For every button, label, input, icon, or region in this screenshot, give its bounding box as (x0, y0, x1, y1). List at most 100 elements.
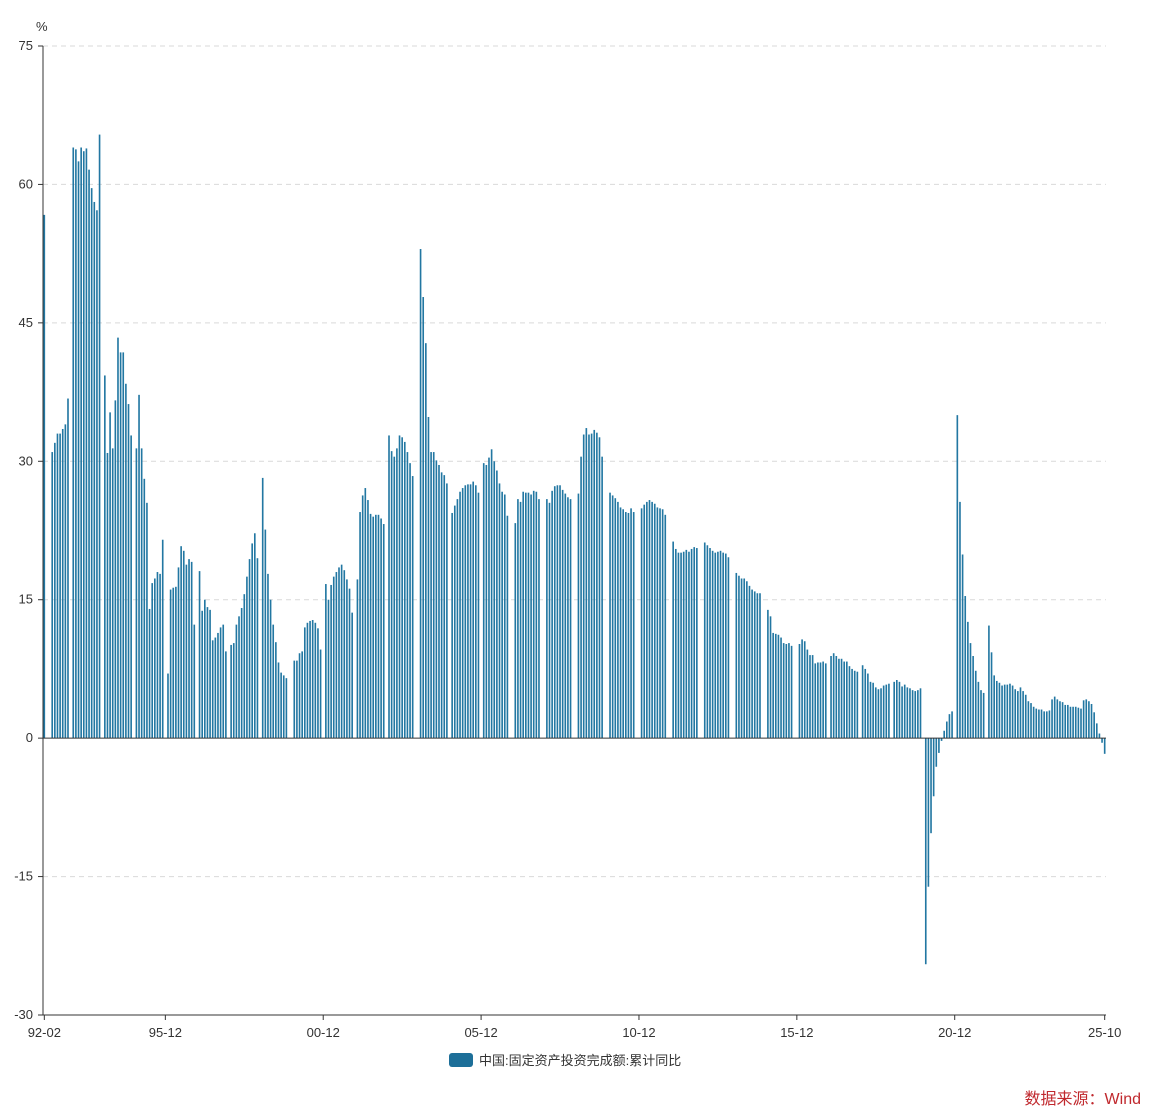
bar (769, 616, 772, 739)
bar (88, 169, 90, 739)
bar (56, 433, 59, 739)
bar (1001, 685, 1003, 739)
bar (154, 578, 156, 739)
bar (382, 524, 385, 739)
bar (727, 557, 730, 739)
tick-labels: -30 -15 0 15 30 45 60 75 92-02 95-12 00-12 05-12 10-… (14, 38, 1121, 1040)
bar (619, 507, 622, 739)
bar (435, 460, 438, 739)
bar (472, 481, 475, 739)
bar (967, 621, 969, 739)
bar (180, 546, 182, 739)
bar (1064, 704, 1067, 739)
bar (401, 437, 403, 739)
bar (301, 651, 303, 739)
bar (451, 512, 453, 739)
y-tick-label: 60 (19, 176, 33, 191)
bar (546, 499, 548, 739)
bar (425, 343, 427, 739)
bar (253, 533, 256, 739)
bar (1098, 733, 1101, 739)
bar (559, 485, 561, 739)
bar (148, 608, 151, 739)
bar (61, 428, 64, 739)
bar (1067, 704, 1069, 739)
bar (759, 593, 761, 739)
bar (496, 470, 498, 739)
bar (830, 656, 832, 739)
bar (672, 541, 674, 739)
bar (596, 432, 598, 739)
bar (346, 579, 348, 739)
bar (896, 680, 898, 739)
bar (111, 448, 114, 739)
bar (803, 641, 806, 739)
bar (853, 670, 856, 739)
bar (782, 643, 785, 739)
bar (306, 622, 309, 739)
bar (506, 515, 509, 739)
bar (464, 485, 467, 739)
bar (246, 576, 248, 739)
bar (82, 151, 85, 739)
bar (340, 564, 343, 739)
bar (398, 435, 401, 739)
bar (1093, 712, 1095, 739)
bar (393, 456, 396, 739)
bar (785, 644, 788, 739)
bar (419, 249, 422, 739)
bar (430, 452, 432, 739)
bar (780, 637, 782, 739)
bar (459, 491, 461, 739)
bar (706, 545, 709, 739)
bar (817, 662, 819, 739)
bar (93, 201, 96, 739)
bar (864, 668, 867, 739)
bar (911, 690, 914, 739)
y-axis-unit-label: % (36, 19, 48, 34)
bar (85, 148, 88, 739)
bar (519, 501, 522, 739)
bar (380, 518, 382, 739)
bar (327, 599, 330, 739)
bar (522, 491, 525, 739)
axes (38, 45, 1106, 1020)
bar (969, 643, 972, 739)
bar (230, 644, 232, 739)
bar (790, 645, 793, 739)
bar (693, 547, 696, 739)
bar (75, 149, 77, 739)
bar (469, 484, 472, 739)
bar (109, 412, 111, 739)
bar (1011, 685, 1014, 739)
bar (296, 660, 298, 739)
bar (622, 509, 624, 739)
bar (343, 570, 346, 739)
bar (303, 627, 306, 739)
bar (630, 508, 632, 739)
x-tick-label: 10-12 (622, 1025, 655, 1040)
bar (225, 651, 227, 739)
bar (561, 489, 564, 739)
bar (882, 685, 885, 739)
bar (674, 548, 677, 739)
bar (438, 464, 440, 739)
legend[interactable]: 中国:固定资产投资完成额:累计同比 (449, 1050, 681, 1069)
bar (735, 572, 738, 739)
bar (1053, 696, 1056, 739)
bar (906, 687, 909, 739)
bar (453, 505, 456, 739)
bar (582, 434, 585, 739)
bar (551, 490, 553, 739)
bar (54, 442, 56, 739)
bar (282, 675, 285, 739)
bar (214, 637, 217, 739)
bar (1048, 710, 1051, 739)
bar (319, 649, 322, 739)
bar (298, 653, 301, 739)
bar (372, 516, 375, 739)
bar (872, 682, 874, 739)
bar (719, 550, 722, 739)
bar (240, 608, 243, 739)
bar (888, 683, 890, 739)
